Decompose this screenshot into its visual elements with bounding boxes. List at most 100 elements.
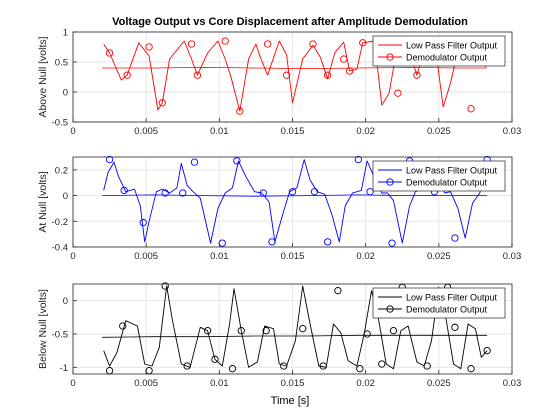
demodulator-marker [354, 155, 362, 164]
y-tick-label: -0.4 [52, 243, 68, 254]
series-demodulator-output [103, 40, 487, 112]
demodulator-marker [323, 238, 332, 246]
demodulator-marker [359, 39, 367, 47]
legend: Low Pass Filter Output Demodulator Output [372, 287, 506, 319]
series-low-pass-filter-output [102, 334, 488, 338]
x-tick-label: 0 [70, 378, 75, 389]
demodulator-marker [309, 40, 317, 48]
legend-entry-label: Low Pass Filter Output [406, 165, 498, 175]
x-tick-label: 0.025 [427, 251, 451, 262]
demodulator-marker [259, 189, 267, 197]
axes-box [72, 283, 513, 375]
axes-box [72, 156, 513, 248]
x-tick-label: 0.02 [356, 126, 375, 137]
series-low-pass-filter-output [102, 194, 488, 197]
x-tick-label: 0.025 [427, 378, 451, 389]
demodulator-marker [280, 362, 288, 370]
demodulator-marker [236, 107, 244, 115]
demodulator-marker [179, 189, 187, 197]
demodulator-marker [221, 37, 229, 45]
demodulator-marker [310, 188, 319, 196]
y-tick-label: 0 [63, 88, 68, 99]
y-tick-label: 0 [63, 296, 68, 307]
x-tick-label: 0.005 [134, 378, 158, 389]
demodulator-marker [389, 327, 398, 335]
demodulator-marker [282, 71, 291, 79]
series-demodulator-output [103, 285, 488, 370]
demodulator-marker [356, 365, 364, 373]
demodulator-marker [218, 239, 226, 247]
x-axis-label: Time [s] [271, 395, 310, 407]
axes-box [72, 31, 513, 123]
demodulator-marker [123, 71, 131, 79]
series-low-pass-filter-output [102, 66, 488, 70]
demodulator-marker [451, 323, 459, 331]
legend-entry-label: Demodulator Output [406, 177, 488, 187]
x-tick-label: 0.03 [503, 251, 522, 262]
demodulator-marker [323, 71, 332, 79]
x-tick-label: 0 [70, 251, 75, 262]
demodulator-marker [345, 67, 354, 75]
y-tick-label: -0.5 [52, 118, 68, 129]
y-tick-label: -0.5 [52, 330, 68, 341]
x-tick-label: 0.015 [281, 126, 305, 137]
y-axis-label: At Null [volts] [37, 171, 49, 232]
figure-title: Voltage Output vs Core Displacement afte… [112, 16, 468, 28]
demodulator-marker [268, 238, 276, 246]
demodulator-marker [158, 99, 166, 107]
demodulator-marker [423, 362, 431, 370]
legend-entry-label: Low Pass Filter Output [406, 40, 498, 50]
x-tick-label: 0.03 [503, 126, 522, 137]
y-axis-label: Above Null [volts] [37, 36, 49, 117]
y-tick-label: -0.2 [52, 217, 68, 228]
demodulator-marker [388, 239, 396, 247]
legend: Low Pass Filter Output Demodulator Output [372, 35, 506, 67]
demodulator-marker [187, 40, 196, 48]
legend-swatch-marker [386, 53, 394, 61]
demodulator-marker [413, 71, 421, 79]
legend-entry-label: Low Pass Filter Output [406, 292, 498, 302]
legend-box [372, 160, 506, 192]
demodulator-marker [451, 234, 459, 242]
demodulator-marker [203, 327, 212, 335]
y-tick-label: -1 [60, 363, 68, 374]
x-tick-label: 0.015 [281, 378, 305, 389]
demodulator-marker [161, 189, 169, 197]
subplot-3: 0 0.005 0.01 0.015 0.02 0.025 0.03 -1 -0.5 0 Below… [37, 282, 522, 389]
demodulator-marker [139, 218, 147, 227]
x-tick-label: 0.015 [281, 251, 305, 262]
demodulator-marker [467, 365, 475, 373]
demodulator-marker [193, 71, 202, 79]
demodulator-marker [119, 322, 127, 330]
x-tick-label: 0.02 [356, 378, 375, 389]
legend: Low Pass Filter Output Demodulator Output [372, 160, 506, 192]
legend-entry-label: Demodulator Output [406, 52, 488, 62]
subplots: 0 0.005 0.01 0.015 0.02 0.025 0.03-0.500.51Abo… [37, 28, 521, 390]
demodulator-marker [340, 55, 348, 63]
demodulator-marker [120, 186, 128, 195]
demodulator-marker [467, 105, 475, 113]
x-tick-label: 0.005 [134, 251, 158, 262]
demodulator-marker [262, 327, 270, 335]
legend-swatch-marker [386, 178, 394, 186]
legend-box [372, 287, 506, 319]
y-tick-label: 0.5 [55, 58, 68, 69]
demodulator-marker [263, 40, 272, 48]
x-tick-label: 0.01 [210, 251, 229, 262]
x-tick-label: 0.01 [210, 378, 229, 389]
demodulator-marker [211, 355, 219, 363]
demodulator-marker [161, 282, 169, 290]
x-tick-label: 0 [70, 126, 75, 137]
demodulator-marker [105, 155, 114, 164]
x-tick-label: 0.03 [503, 378, 522, 389]
demodulator-marker [483, 347, 491, 355]
x-tick-label: 0.025 [427, 126, 451, 137]
subplot-2: 0 0.005 0.01 0.015 0.02 0.025 0.03 -0.4 -0.2 0 0.2… [37, 155, 522, 262]
demodulator-marker [299, 325, 307, 333]
demodulator-marker [394, 89, 402, 97]
y-tick-label: 1 [63, 28, 68, 39]
y-tick-label: 0 [63, 191, 68, 202]
demodulator-marker [366, 188, 374, 196]
demodulator-marker [288, 188, 297, 196]
